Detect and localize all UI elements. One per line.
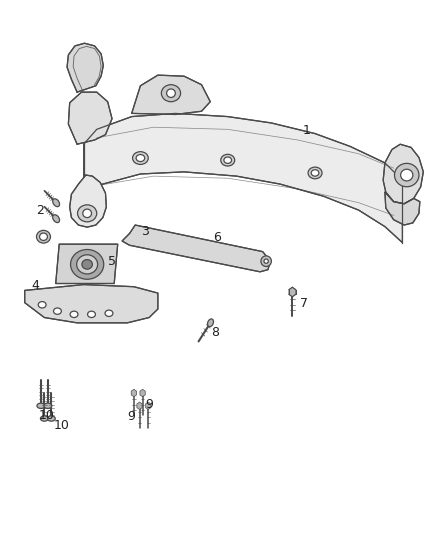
Ellipse shape bbox=[70, 311, 78, 318]
Polygon shape bbox=[131, 389, 137, 397]
Ellipse shape bbox=[221, 155, 235, 166]
Polygon shape bbox=[132, 75, 210, 115]
Ellipse shape bbox=[395, 164, 419, 187]
Polygon shape bbox=[122, 225, 271, 272]
Ellipse shape bbox=[224, 157, 232, 164]
Text: 9: 9 bbox=[128, 410, 136, 423]
Ellipse shape bbox=[71, 249, 104, 279]
Ellipse shape bbox=[47, 416, 55, 421]
Text: 1: 1 bbox=[302, 124, 310, 138]
Text: 6: 6 bbox=[213, 231, 221, 244]
Ellipse shape bbox=[261, 256, 272, 266]
Ellipse shape bbox=[308, 167, 322, 179]
Text: 4: 4 bbox=[32, 279, 39, 292]
Polygon shape bbox=[385, 192, 420, 225]
Ellipse shape bbox=[53, 308, 61, 314]
Ellipse shape bbox=[36, 230, 50, 243]
Polygon shape bbox=[70, 175, 106, 227]
Text: 10: 10 bbox=[54, 419, 70, 432]
Ellipse shape bbox=[53, 215, 60, 223]
Polygon shape bbox=[145, 402, 151, 409]
Ellipse shape bbox=[166, 89, 175, 98]
Ellipse shape bbox=[161, 85, 180, 102]
Polygon shape bbox=[383, 144, 424, 204]
Ellipse shape bbox=[88, 311, 95, 318]
Ellipse shape bbox=[40, 416, 48, 421]
Ellipse shape bbox=[37, 403, 45, 408]
Ellipse shape bbox=[82, 260, 92, 269]
Text: 5: 5 bbox=[108, 255, 116, 268]
Text: 7: 7 bbox=[300, 297, 308, 310]
Ellipse shape bbox=[53, 199, 60, 207]
Text: 3: 3 bbox=[141, 225, 149, 238]
Ellipse shape bbox=[77, 255, 98, 274]
Ellipse shape bbox=[78, 205, 97, 222]
Ellipse shape bbox=[133, 152, 148, 165]
Polygon shape bbox=[84, 114, 403, 243]
Ellipse shape bbox=[264, 259, 268, 263]
Text: 9: 9 bbox=[145, 398, 153, 411]
Ellipse shape bbox=[39, 233, 47, 240]
Ellipse shape bbox=[136, 155, 145, 161]
Polygon shape bbox=[56, 244, 118, 284]
Polygon shape bbox=[289, 287, 296, 297]
Polygon shape bbox=[137, 402, 142, 409]
Ellipse shape bbox=[401, 169, 413, 181]
Polygon shape bbox=[67, 43, 103, 92]
Text: 10: 10 bbox=[39, 409, 54, 422]
Ellipse shape bbox=[38, 302, 46, 308]
Polygon shape bbox=[140, 389, 145, 397]
Polygon shape bbox=[68, 92, 112, 144]
Ellipse shape bbox=[105, 310, 113, 317]
Ellipse shape bbox=[44, 403, 52, 408]
Polygon shape bbox=[25, 285, 158, 323]
Ellipse shape bbox=[83, 209, 92, 217]
Ellipse shape bbox=[208, 319, 213, 327]
Ellipse shape bbox=[311, 169, 319, 176]
Text: 8: 8 bbox=[211, 326, 219, 340]
Text: 2: 2 bbox=[36, 204, 44, 217]
